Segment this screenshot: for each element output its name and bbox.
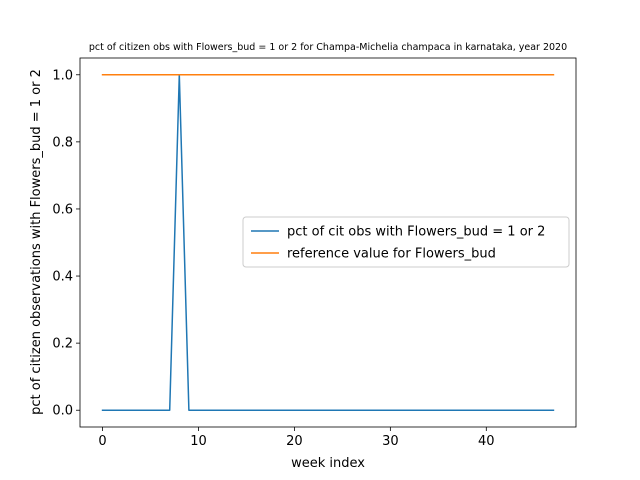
x-tick-label: 10: [190, 434, 207, 449]
y-tick-label: 0.2: [52, 337, 73, 352]
x-tick-label: 0: [98, 434, 106, 449]
y-tick-label: 0.8: [52, 135, 73, 150]
legend: pct of cit obs with Flowers_bud = 1 or 2…: [242, 216, 570, 268]
y-tick-label: 0.4: [52, 270, 73, 285]
y-axis-label: pct of citizen observations with Flowers…: [29, 69, 44, 415]
y-tick-label: 0.0: [52, 404, 73, 419]
legend-box: [242, 216, 570, 268]
x-axis-ticks: 0 10 20 30 40: [98, 427, 495, 449]
x-tick-label: 30: [382, 434, 399, 449]
legend-label-1: pct of cit obs with Flowers_bud = 1 or 2: [287, 225, 545, 240]
y-tick-label: 1.0: [52, 68, 73, 83]
chart-title: pct of citizen obs with Flowers_bud = 1 …: [89, 42, 567, 53]
x-tick-label: 40: [478, 434, 495, 449]
y-tick-label: 0.6: [52, 202, 73, 217]
x-tick-label: 20: [286, 434, 303, 449]
y-axis-ticks: 0.0 0.2 0.4 0.6 0.8 1.0: [52, 68, 80, 419]
plot-frame: [79, 57, 577, 428]
series-line-1: [101, 74, 555, 411]
x-axis-label: week index: [291, 456, 365, 471]
legend-label-2: reference value for Flowers_bud: [287, 247, 496, 262]
plot-area: [79, 57, 577, 428]
